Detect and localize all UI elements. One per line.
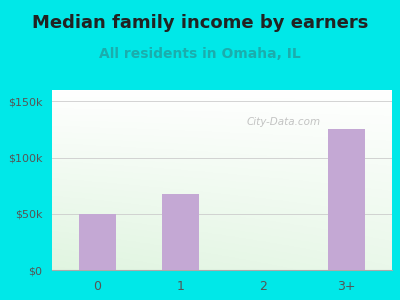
Bar: [162, 194, 199, 270]
Text: All residents in Omaha, IL: All residents in Omaha, IL: [99, 46, 301, 61]
Bar: [328, 129, 365, 270]
Text: Median family income by earners: Median family income by earners: [32, 14, 368, 32]
Bar: [79, 214, 116, 270]
Text: City-Data.com: City-Data.com: [246, 117, 320, 128]
